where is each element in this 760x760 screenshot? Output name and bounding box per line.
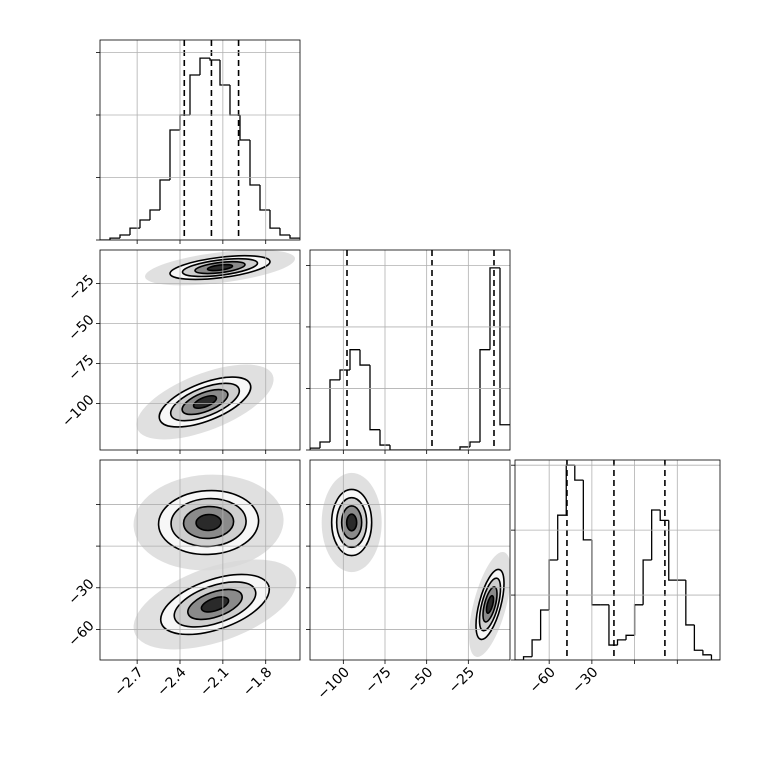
x-tick-label: −50 (404, 664, 436, 696)
density-contour (485, 594, 495, 614)
density-contour (345, 513, 358, 532)
x-tick-label: −75 (362, 664, 394, 696)
histogram-step (349, 349, 360, 370)
histogram-step (651, 509, 661, 560)
plot-area (310, 250, 510, 450)
histogram-step (531, 639, 541, 657)
histogram-step (539, 609, 550, 640)
histogram-step (693, 624, 703, 651)
panel-frame (514, 459, 721, 661)
density-contour (192, 394, 218, 410)
histogram-step (582, 480, 592, 541)
histogram-step (659, 510, 669, 522)
histogram-step (339, 369, 350, 380)
x-tick-label: −30 (569, 664, 601, 696)
histogram-step (129, 227, 140, 235)
histogram-step (259, 185, 270, 211)
histogram-step (199, 57, 210, 75)
density-contour (206, 263, 234, 272)
histogram-step (249, 140, 260, 186)
histogram-step (469, 441, 480, 447)
histogram-step (642, 559, 652, 605)
y-tick-label: −100 (59, 392, 98, 431)
histogram-step (499, 267, 510, 426)
x-tick-label: −2.7 (111, 664, 146, 699)
x-tick-label: −60 (527, 664, 559, 696)
plot-area (100, 40, 300, 240)
histogram-step (702, 650, 712, 656)
histogram-step (359, 349, 370, 366)
x-tick-label: −2.4 (154, 664, 189, 699)
histogram-step (389, 445, 400, 450)
panel-frame (309, 249, 511, 451)
histogram-step (239, 115, 250, 141)
histogram-step (574, 465, 584, 481)
panel (306, 249, 511, 454)
panel-frame (99, 459, 301, 661)
panel (96, 39, 301, 244)
panel-frame (99, 249, 301, 451)
histogram-step (710, 654, 720, 660)
plot-area (515, 460, 720, 660)
histogram-step (310, 447, 320, 450)
histogram-step (279, 228, 290, 236)
histogram-step (489, 267, 500, 350)
y-tick-label: −30 (65, 576, 97, 608)
histogram-step (189, 74, 200, 115)
histogram-step (319, 441, 330, 449)
histogram-step (219, 60, 230, 86)
histogram-step (557, 514, 567, 560)
y-tick-label: −50 (65, 312, 97, 344)
x-tick-label: −2.1 (197, 664, 232, 699)
plot-area (133, 474, 297, 650)
histogram-step (459, 446, 470, 450)
histogram-step (522, 656, 533, 660)
histogram-step (616, 639, 627, 646)
histogram-step (329, 379, 340, 442)
histogram-step (169, 129, 180, 180)
panel: −100 −75 −50 −25 (59, 249, 301, 454)
histogram-step (369, 365, 380, 431)
histogram-step (269, 210, 280, 229)
histogram-step (109, 237, 120, 240)
histogram-step (479, 349, 490, 442)
panel: −100 −75 −50 −25 (306, 459, 511, 703)
panel: −60 −30 (511, 459, 721, 697)
histogram-step (149, 209, 160, 220)
histogram-step (209, 58, 220, 61)
plot-area (136, 250, 295, 440)
histogram-step (668, 520, 678, 581)
histogram-step (289, 235, 300, 239)
panel-frame (309, 459, 511, 661)
histogram-step (159, 179, 170, 210)
x-tick-label: −25 (446, 664, 478, 696)
x-tick-label: −1.8 (240, 664, 275, 699)
y-tick-label: −75 (65, 352, 97, 384)
histogram-step (119, 234, 130, 239)
histogram-step (379, 429, 390, 446)
panel: −2.7 −2.4 −2.1 −1.8 −60 −30 (65, 459, 301, 700)
y-tick-label: −25 (65, 272, 97, 304)
density-contour (195, 513, 222, 532)
density-contour (200, 596, 230, 613)
plot-area (321, 472, 510, 657)
histogram-step (548, 559, 558, 610)
histogram-step (625, 634, 635, 640)
histogram-step (139, 219, 150, 229)
y-tick-label: −60 (65, 618, 97, 650)
histogram-step (685, 580, 695, 626)
panel-frame (99, 39, 301, 241)
histogram-step (633, 604, 644, 636)
x-tick-label: −100 (314, 664, 353, 703)
